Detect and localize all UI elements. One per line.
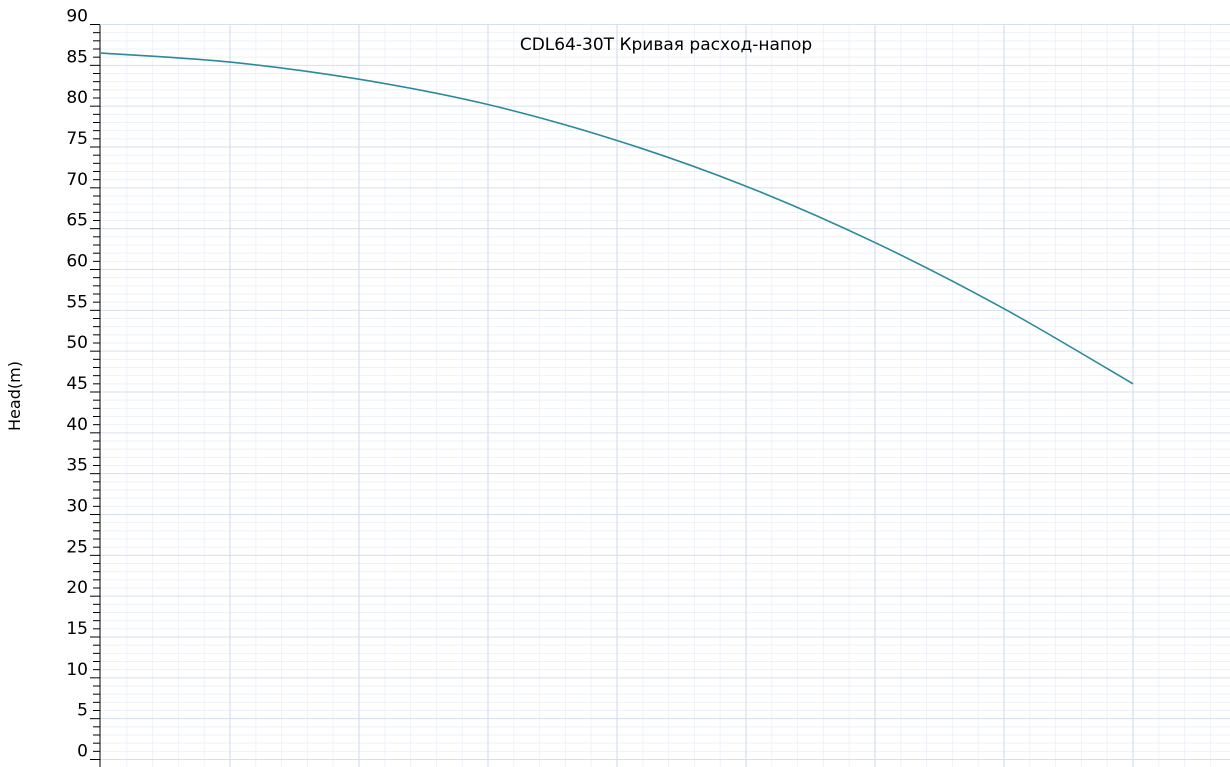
y-tick-label: 35 xyxy=(66,456,88,476)
y-tick-label: 50 xyxy=(66,333,88,353)
y-tick-label: 15 xyxy=(66,619,88,639)
y-tick-label: 85 xyxy=(66,47,88,67)
y-axis-label: Head(m) xyxy=(5,361,24,431)
grid xyxy=(100,24,1230,767)
y-axis-ticks: 0 5 10 15 20 25 30 35 40 45 50 55 60 65 70 75 80 85 90 xyxy=(66,7,100,762)
y-tick-label: 0 xyxy=(77,742,88,762)
y-tick-label: 65 xyxy=(66,211,88,231)
y-tick-label: 55 xyxy=(66,292,88,312)
chart-title: CDL64-30T Кривая расход-напор xyxy=(520,35,812,55)
y-tick-label: 40 xyxy=(66,415,88,435)
y-tick-label: 80 xyxy=(66,88,88,108)
y-tick-label: 5 xyxy=(77,701,88,721)
y-tick-label: 30 xyxy=(66,497,88,517)
y-tick-label: 45 xyxy=(66,374,88,394)
y-tick-label: 25 xyxy=(66,537,88,557)
series-line xyxy=(100,52,1134,385)
y-tick-label: 70 xyxy=(66,170,88,190)
series-group xyxy=(100,52,1134,385)
y-tick-label: 20 xyxy=(66,578,88,598)
y-tick-label: 60 xyxy=(66,252,88,272)
y-tick-label: 75 xyxy=(66,129,88,149)
y-tick-label: 10 xyxy=(66,660,88,680)
y-tick-label: 90 xyxy=(66,7,88,27)
